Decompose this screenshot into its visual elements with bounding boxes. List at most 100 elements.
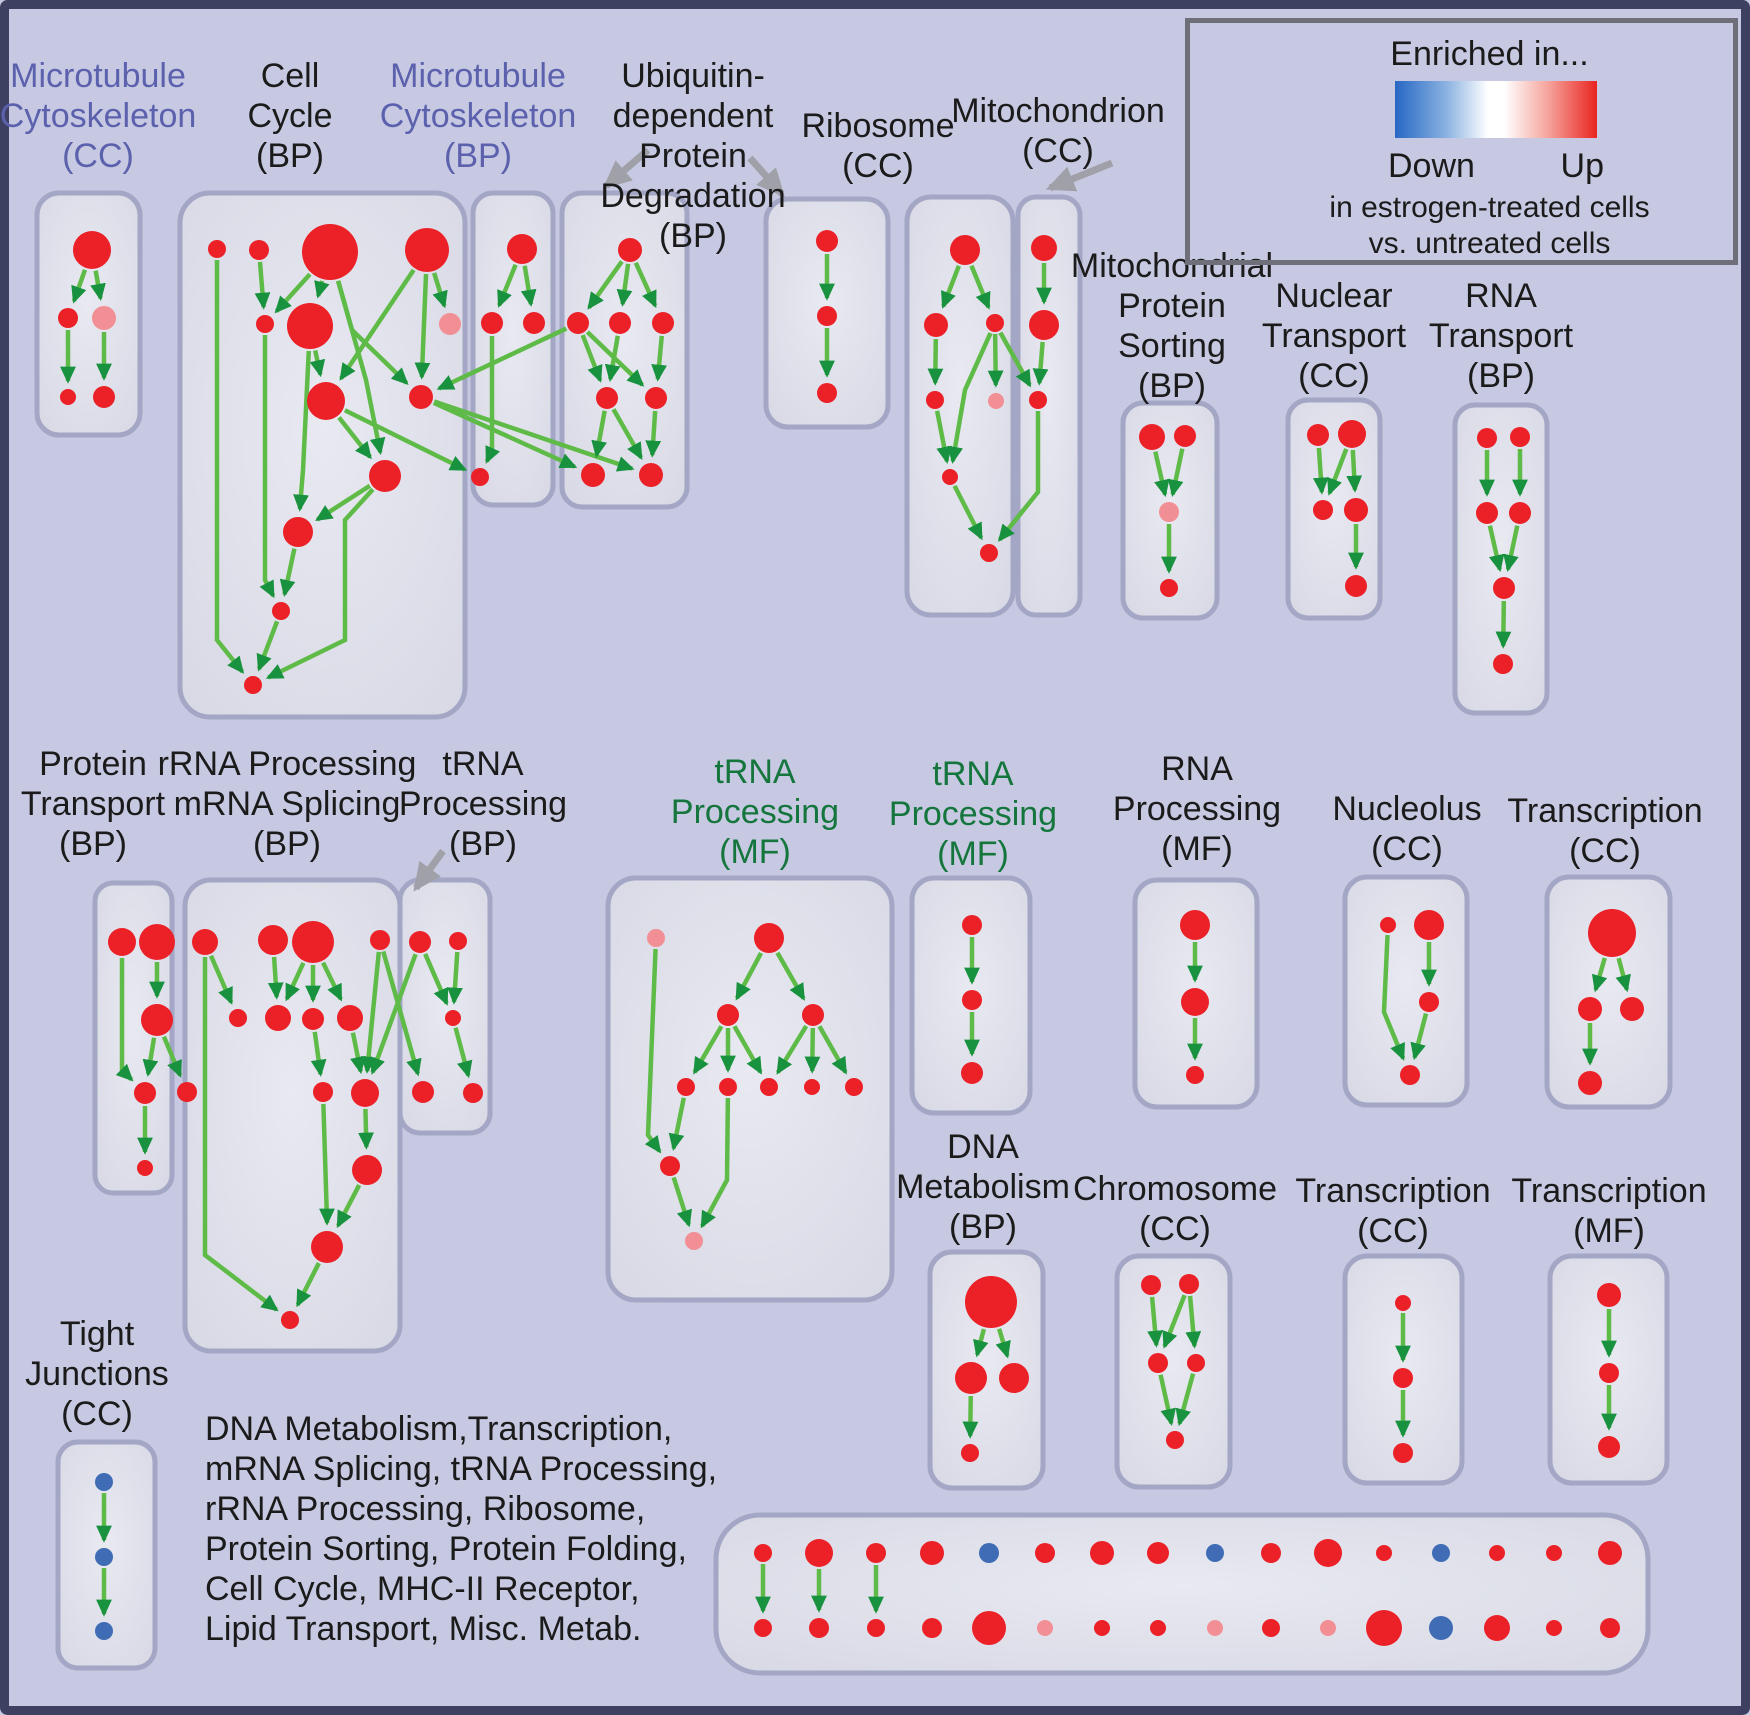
edge-cc_h-cc_j: [337, 416, 372, 460]
go-term-node-rb7: [980, 544, 998, 562]
edge-tm2-tm3: [734, 951, 763, 1001]
go-term-node-wb3: [867, 1619, 885, 1637]
rna-processing-label-line-2: Processing: [1113, 790, 1281, 828]
go-term-node-mcc5: [93, 386, 115, 408]
go-term-node-nt4: [1344, 498, 1368, 522]
go-term-node-nu3: [1419, 992, 1439, 1012]
edge-tm3-tm7: [732, 1025, 763, 1075]
go-term-node-rr5: [229, 1009, 247, 1027]
go-term-node-t2m3: [1598, 1436, 1620, 1458]
go-term-node-wb7: [1094, 1620, 1110, 1636]
go-term-node-nu4: [1400, 1065, 1420, 1085]
edge-tc1-tc3: [1615, 957, 1631, 993]
go-term-node-pt1: [108, 928, 136, 956]
edge-rb4-rb6: [934, 410, 952, 464]
edge-tc1-tc2: [1591, 957, 1608, 993]
edge-ub6-ub8: [645, 410, 662, 458]
go-term-node-wt14: [1489, 1545, 1505, 1561]
go-term-node-wt5: [979, 1543, 999, 1563]
go-term-node-rt3: [1476, 502, 1498, 524]
edge-rt3-rt5: [1487, 525, 1505, 573]
go-term-node-tc1: [1588, 909, 1636, 957]
edge-mcc1-mcc3: [90, 270, 106, 301]
edge-rb6-rb7: [952, 484, 984, 541]
edge-nu3-nu4: [1410, 1013, 1429, 1061]
ribosome-label-line-1: Ribosome: [801, 107, 954, 145]
go-term-node-cc_d: [405, 228, 449, 272]
edge-rb2-rb4: [927, 338, 944, 386]
go-term-node-wb14: [1484, 1615, 1510, 1641]
edge-ub2-ub5: [580, 334, 603, 383]
edge-rr1-rr5: [208, 954, 234, 1005]
go-term-node-cc_j: [369, 460, 401, 492]
go-term-node-rr8: [337, 1005, 363, 1031]
trna-mf2-label-line-1: tRNA: [932, 755, 1014, 793]
go-term-node-wt6: [1035, 1543, 1055, 1563]
misc-cluster-list-line-2: mRNA Splicing, tRNA Processing,: [205, 1450, 717, 1488]
go-term-node-ub7: [581, 463, 605, 487]
nuclear-transport-label-line-3: (CC): [1298, 357, 1370, 395]
go-term-node-pt2: [139, 924, 175, 960]
go-term-node-wb5: [972, 1611, 1006, 1645]
go-term-node-rp2: [1181, 988, 1209, 1016]
edge-mbp2-mbp4: [484, 336, 500, 464]
go-term-node-wt12: [1376, 1545, 1392, 1561]
go-term-node-rr9: [313, 1082, 333, 1102]
go-term-node-nu2: [1414, 910, 1444, 940]
edge-rb1-rb3: [969, 264, 991, 310]
rna-processing-label-line-1: RNA: [1161, 750, 1233, 788]
go-term-node-mbp2: [481, 312, 503, 334]
go-term-node-rr12: [311, 1231, 343, 1263]
edge-rr11-rr12: [336, 1184, 362, 1229]
go-term-node-nt2: [1338, 420, 1366, 448]
edge-nu1-nu4: [1381, 934, 1406, 1061]
go-term-node-ms4: [1160, 579, 1178, 597]
edge-tb2-tb3: [447, 951, 463, 1005]
edge-mbp1-mbp2: [497, 263, 518, 308]
chromosome-label-line-2: (CC): [1139, 1210, 1211, 1248]
ubiquitin-label-line-1: Ubiquitin-: [621, 57, 765, 95]
edge-cc_f-cc_l: [293, 350, 312, 512]
go-term-node-rr2: [258, 925, 288, 955]
nuclear-transport-label-line-2: Transport: [1262, 317, 1407, 355]
go-term-node-ch1: [1141, 1275, 1161, 1295]
rna-transport-label-line-2: Transport: [1429, 317, 1574, 355]
go-term-node-ch2: [1179, 1274, 1199, 1294]
go-term-node-ub2: [567, 312, 589, 334]
go-term-node-cc_b: [249, 240, 269, 260]
rrna-mrna-label-line-1: rRNA Processing: [158, 745, 417, 783]
go-term-node-rb2: [924, 313, 948, 337]
edge-cc_m-cc_n: [256, 620, 280, 672]
edge-ch4-ch5: [1175, 1373, 1196, 1427]
microtubule-bp-label-line-2: Cytoskeleton: [380, 97, 577, 135]
edge-dm1-dm2: [973, 1328, 989, 1358]
go-term-node-wb2: [809, 1618, 829, 1638]
ubiquitin-label-line-3: Protein: [639, 137, 747, 175]
go-term-node-mbp3: [523, 312, 545, 334]
edge-cc_c-cc_j: [335, 280, 386, 456]
edge-rr8-rr10: [350, 1032, 366, 1075]
protein-transport-label-line-1: Protein: [39, 745, 147, 783]
edge-mt3-rb7: [997, 411, 1041, 542]
microtubule-cc-label-line-3: (CC): [62, 137, 134, 175]
edge-rr12-rr13: [295, 1262, 321, 1308]
tight-junctions-label-line-1: Tight: [60, 1315, 135, 1353]
go-term-node-rr7: [302, 1008, 324, 1030]
misc-cluster-list-line-4: Protein Sorting, Protein Folding,: [205, 1530, 687, 1568]
edge-rt5-rt6: [1495, 600, 1512, 649]
legend-up-label: Up: [1560, 147, 1604, 185]
go-term-node-nt1: [1307, 424, 1329, 446]
legend-title: Enriched in...: [1390, 35, 1589, 73]
go-term-node-cc_f: [287, 303, 333, 349]
go-term-node-pt5: [177, 1082, 197, 1102]
go-term-node-nt5: [1345, 575, 1367, 597]
go-term-node-cc_m: [272, 602, 290, 620]
go-term-node-nu1: [1380, 917, 1396, 933]
go-term-node-ch5: [1166, 1431, 1184, 1449]
go-term-node-wt1: [754, 1544, 772, 1562]
go-term-node-rb4: [926, 391, 944, 409]
trna-mf1-label-line-3: (MF): [719, 833, 791, 871]
go-term-node-rt2: [1510, 427, 1530, 447]
edge-tm2-tm4: [775, 951, 806, 1001]
